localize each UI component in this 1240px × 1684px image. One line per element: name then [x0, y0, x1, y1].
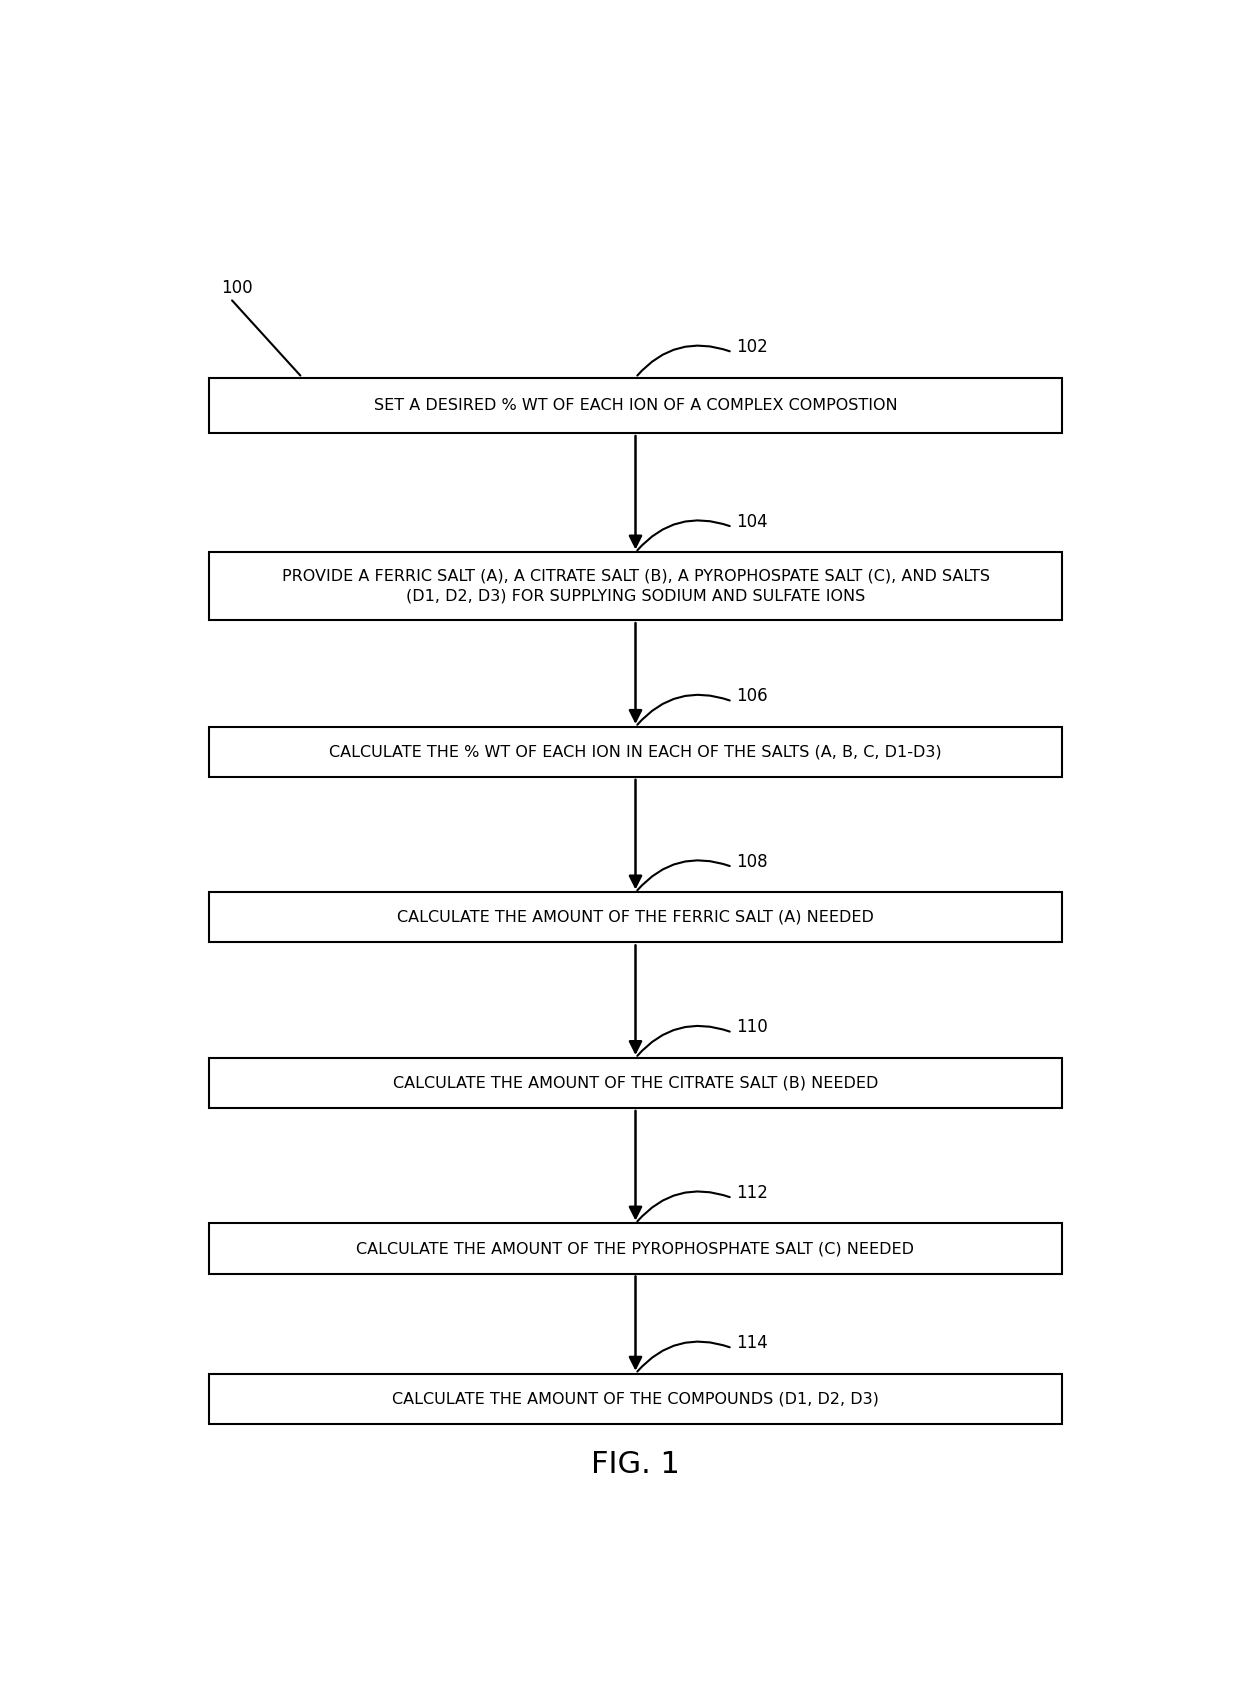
- Text: 112: 112: [737, 1184, 768, 1202]
- Text: 110: 110: [737, 1019, 768, 1036]
- Text: SET A DESIRED % WT OF EACH ION OF A COMPLEX COMPOSTION: SET A DESIRED % WT OF EACH ION OF A COMP…: [373, 397, 898, 413]
- FancyBboxPatch shape: [210, 1374, 1061, 1423]
- FancyBboxPatch shape: [210, 1058, 1061, 1108]
- Text: 114: 114: [737, 1334, 768, 1352]
- Text: PROVIDE A FERRIC SALT (A), A CITRATE SALT (B), A PYROPHOSPATE SALT (C), AND SALT: PROVIDE A FERRIC SALT (A), A CITRATE SAL…: [281, 569, 990, 603]
- Text: CALCULATE THE AMOUNT OF THE COMPOUNDS (D1, D2, D3): CALCULATE THE AMOUNT OF THE COMPOUNDS (D…: [392, 1391, 879, 1406]
- Text: CALCULATE THE AMOUNT OF THE FERRIC SALT (A) NEEDED: CALCULATE THE AMOUNT OF THE FERRIC SALT …: [397, 909, 874, 925]
- Text: CALCULATE THE AMOUNT OF THE PYROPHOSPHATE SALT (C) NEEDED: CALCULATE THE AMOUNT OF THE PYROPHOSPHAT…: [357, 1241, 915, 1256]
- Text: 102: 102: [737, 338, 768, 355]
- Text: CALCULATE THE AMOUNT OF THE CITRATE SALT (B) NEEDED: CALCULATE THE AMOUNT OF THE CITRATE SALT…: [393, 1076, 878, 1091]
- FancyBboxPatch shape: [210, 893, 1061, 943]
- Text: 108: 108: [737, 852, 768, 871]
- Text: CALCULATE THE % WT OF EACH ION IN EACH OF THE SALTS (A, B, C, D1-D3): CALCULATE THE % WT OF EACH ION IN EACH O…: [329, 744, 942, 759]
- FancyBboxPatch shape: [210, 1224, 1061, 1273]
- FancyBboxPatch shape: [210, 727, 1061, 776]
- Text: 100: 100: [221, 280, 253, 296]
- Text: 104: 104: [737, 514, 768, 530]
- Text: FIG. 1: FIG. 1: [591, 1450, 680, 1479]
- FancyBboxPatch shape: [210, 552, 1061, 620]
- Text: 106: 106: [737, 687, 768, 706]
- FancyBboxPatch shape: [210, 377, 1061, 433]
